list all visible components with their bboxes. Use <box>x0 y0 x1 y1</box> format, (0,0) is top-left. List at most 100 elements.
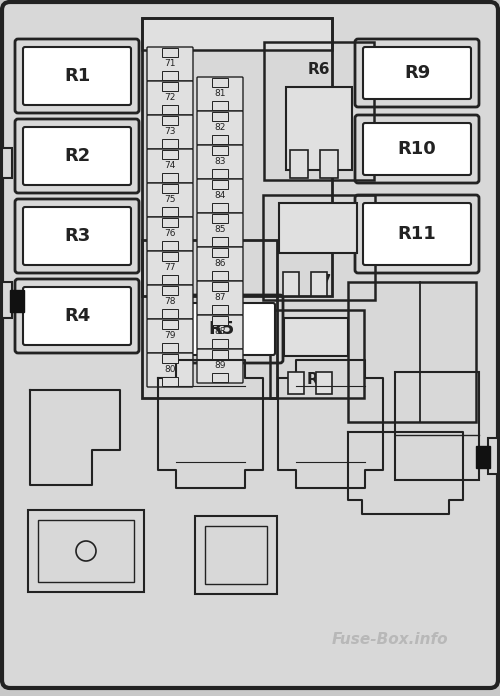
FancyBboxPatch shape <box>355 115 479 183</box>
Bar <box>212 237 228 246</box>
Text: 74: 74 <box>164 161 175 171</box>
FancyBboxPatch shape <box>363 47 471 99</box>
Text: 82: 82 <box>214 123 226 132</box>
Bar <box>212 305 228 314</box>
Bar <box>162 139 178 148</box>
Bar <box>290 150 308 178</box>
Bar <box>286 87 352 170</box>
Text: 84: 84 <box>214 191 226 200</box>
Text: 73: 73 <box>164 127 176 136</box>
Text: 85: 85 <box>214 226 226 235</box>
Bar <box>205 526 267 584</box>
FancyBboxPatch shape <box>197 247 243 281</box>
FancyBboxPatch shape <box>23 287 131 345</box>
Bar <box>162 71 178 80</box>
FancyBboxPatch shape <box>197 77 243 111</box>
Bar <box>212 180 228 189</box>
Bar <box>162 252 178 261</box>
FancyBboxPatch shape <box>147 115 193 149</box>
FancyBboxPatch shape <box>147 251 193 285</box>
Bar <box>162 48 178 57</box>
FancyBboxPatch shape <box>15 119 139 193</box>
Bar <box>162 320 178 329</box>
Bar <box>263 195 375 300</box>
Bar <box>279 203 357 253</box>
Bar <box>212 373 228 382</box>
Bar <box>212 339 228 348</box>
Bar <box>283 272 299 296</box>
Text: 75: 75 <box>164 196 176 205</box>
Bar <box>212 135 228 144</box>
FancyBboxPatch shape <box>363 203 471 265</box>
Bar <box>212 271 228 280</box>
Text: R1: R1 <box>64 67 90 85</box>
FancyBboxPatch shape <box>197 281 243 315</box>
FancyBboxPatch shape <box>147 319 193 353</box>
Bar <box>162 377 178 386</box>
Text: 83: 83 <box>214 157 226 166</box>
Bar <box>2 282 12 318</box>
Bar <box>162 184 178 193</box>
FancyBboxPatch shape <box>197 213 243 247</box>
Text: R5: R5 <box>208 320 234 338</box>
Text: R7: R7 <box>310 274 332 290</box>
Text: 79: 79 <box>164 331 176 340</box>
Bar <box>212 146 228 155</box>
Bar <box>212 203 228 212</box>
FancyBboxPatch shape <box>23 207 131 265</box>
Text: R9: R9 <box>404 64 430 82</box>
FancyBboxPatch shape <box>147 353 193 387</box>
FancyBboxPatch shape <box>197 179 243 213</box>
Bar <box>162 343 178 352</box>
Bar <box>162 173 178 182</box>
Bar <box>311 272 327 296</box>
Text: 72: 72 <box>164 93 175 102</box>
FancyBboxPatch shape <box>197 111 243 145</box>
Bar <box>162 241 178 250</box>
Text: 87: 87 <box>214 294 226 303</box>
Text: R2: R2 <box>64 147 90 165</box>
Bar <box>142 240 277 398</box>
Bar <box>270 310 364 398</box>
Text: 77: 77 <box>164 264 176 273</box>
Bar <box>162 82 178 91</box>
FancyBboxPatch shape <box>15 279 139 353</box>
Bar <box>212 112 228 121</box>
FancyBboxPatch shape <box>355 39 479 107</box>
Bar <box>2 148 12 178</box>
Text: 80: 80 <box>164 365 176 374</box>
Text: 71: 71 <box>164 59 176 68</box>
Bar <box>162 116 178 125</box>
Bar <box>395 372 479 480</box>
Text: 78: 78 <box>164 297 176 306</box>
Bar <box>288 372 304 394</box>
FancyBboxPatch shape <box>167 303 275 355</box>
FancyBboxPatch shape <box>23 47 131 105</box>
Bar <box>195 516 277 594</box>
Bar <box>162 354 178 363</box>
Bar <box>476 446 490 468</box>
Text: R8: R8 <box>307 372 329 388</box>
Bar <box>212 350 228 359</box>
Bar <box>284 318 348 356</box>
Text: R11: R11 <box>398 225 436 243</box>
Bar <box>264 42 374 180</box>
FancyBboxPatch shape <box>197 145 243 179</box>
FancyBboxPatch shape <box>2 2 498 688</box>
Text: 76: 76 <box>164 230 176 239</box>
Bar <box>162 218 178 227</box>
Bar <box>488 438 498 474</box>
Bar <box>212 282 228 291</box>
Bar <box>212 78 228 87</box>
FancyBboxPatch shape <box>147 217 193 251</box>
Bar <box>162 309 178 318</box>
Bar <box>212 214 228 223</box>
Bar <box>348 282 476 422</box>
Bar <box>142 18 332 296</box>
FancyBboxPatch shape <box>355 195 479 273</box>
Bar <box>28 510 144 592</box>
Text: 81: 81 <box>214 90 226 99</box>
Text: R4: R4 <box>64 307 90 325</box>
FancyBboxPatch shape <box>147 183 193 217</box>
Bar <box>10 290 24 312</box>
